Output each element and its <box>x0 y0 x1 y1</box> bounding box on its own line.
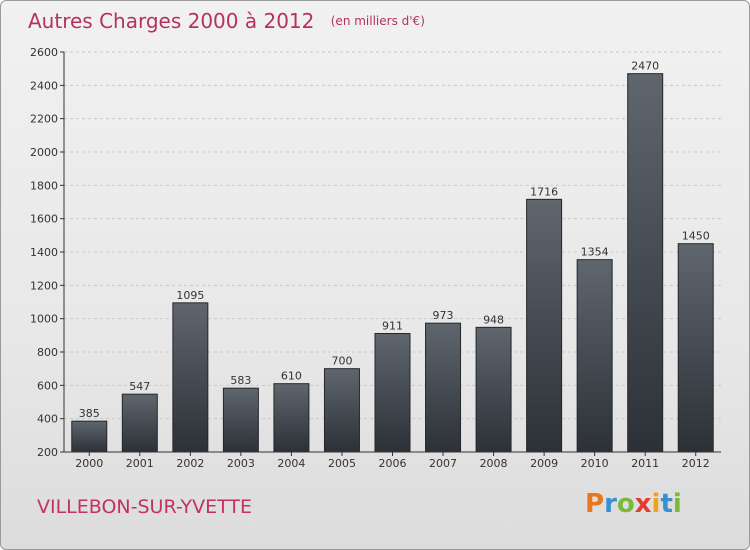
value-label: 610 <box>281 370 302 383</box>
y-tick-label: 400 <box>37 413 58 426</box>
value-labels: 385 547 1095 583 610 700 911 973 948 1716 1354 2470… <box>79 60 710 420</box>
x-tick-label: 2006 <box>379 457 407 470</box>
value-label: 973 <box>433 309 454 322</box>
y-tick-label: 200 <box>37 446 58 459</box>
x-tick-label: 2009 <box>530 457 558 470</box>
x-tick-label: 2012 <box>682 457 710 470</box>
logo-letter: o <box>616 489 635 519</box>
value-label: 1450 <box>682 230 710 243</box>
y-tick-label: 1000 <box>30 313 58 326</box>
logo-letter: i <box>672 489 682 519</box>
x-tick-label: 2003 <box>227 457 255 470</box>
x-tick-label: 2008 <box>480 457 508 470</box>
bar-2001 <box>121 393 158 453</box>
logo-letter: P <box>585 489 605 519</box>
y-tick-label: 2200 <box>30 113 58 126</box>
city-name: VILLEBON-SUR-YVETTE <box>37 496 252 518</box>
y-tick-label: 2000 <box>30 146 58 159</box>
y-tick-label: 1800 <box>30 179 58 192</box>
y-tick-label: 800 <box>37 346 58 359</box>
x-tick-label: 2011 <box>631 457 659 470</box>
logo-letter: t <box>660 489 673 519</box>
x-tick-label: 2000 <box>75 457 103 470</box>
value-label: 700 <box>331 355 352 368</box>
value-label: 1354 <box>581 246 609 259</box>
logo-letter: x <box>634 489 652 519</box>
value-label: 1095 <box>176 289 204 302</box>
bar-2004 <box>273 383 310 453</box>
x-tick-label: 2005 <box>328 457 356 470</box>
x-tick-label: 2004 <box>277 457 305 470</box>
bars <box>71 73 714 453</box>
x-tick-label: 2010 <box>581 457 609 470</box>
y-tick-label: 1400 <box>30 246 58 259</box>
bar-2002 <box>172 302 209 453</box>
value-label: 583 <box>230 374 251 387</box>
bar-2008 <box>475 326 512 453</box>
x-tick-label: 2007 <box>429 457 457 470</box>
bar-2005 <box>323 368 360 453</box>
chart-subtitle: (en milliers d'€) <box>330 14 425 28</box>
y-tick-label: 1200 <box>30 279 58 292</box>
y-tick-label: 1600 <box>30 213 58 226</box>
y-tick-label: 600 <box>37 379 58 392</box>
y-tick-label: 2400 <box>30 79 58 92</box>
chart-title: Autres Charges 2000 à 2012 (en milliers … <box>28 9 425 33</box>
value-label: 948 <box>483 313 504 326</box>
value-label: 911 <box>382 320 403 333</box>
value-label: 2470 <box>631 60 659 73</box>
logo-letter: i <box>651 489 661 519</box>
bar-2003 <box>222 387 259 453</box>
value-label: 547 <box>129 380 150 393</box>
bar-2006 <box>374 333 411 453</box>
value-label: 385 <box>79 407 100 420</box>
bar-2010 <box>576 259 613 453</box>
bar-2012 <box>677 243 714 453</box>
bar-2009 <box>526 198 563 453</box>
y-tick-label: 2600 <box>30 46 58 59</box>
y-axis-ticks: 200 400 600 800 1000 1200 1400 1600 1800 2000 2200… <box>30 46 64 459</box>
x-axis-ticks: 2000 2001 2002 2003 2004 2005 2006 2007 2008 2009… <box>75 452 710 470</box>
x-tick-label: 2001 <box>126 457 154 470</box>
logo-letter: r <box>604 489 617 519</box>
x-tick-label: 2002 <box>176 457 204 470</box>
value-label: 1716 <box>530 185 558 198</box>
chart-title-text: Autres Charges 2000 à 2012 <box>28 9 315 33</box>
bar-2011 <box>627 73 664 453</box>
proxiti-logo: Proxiti <box>585 489 682 519</box>
bar-2007 <box>425 322 462 453</box>
bar-2000 <box>71 420 108 453</box>
